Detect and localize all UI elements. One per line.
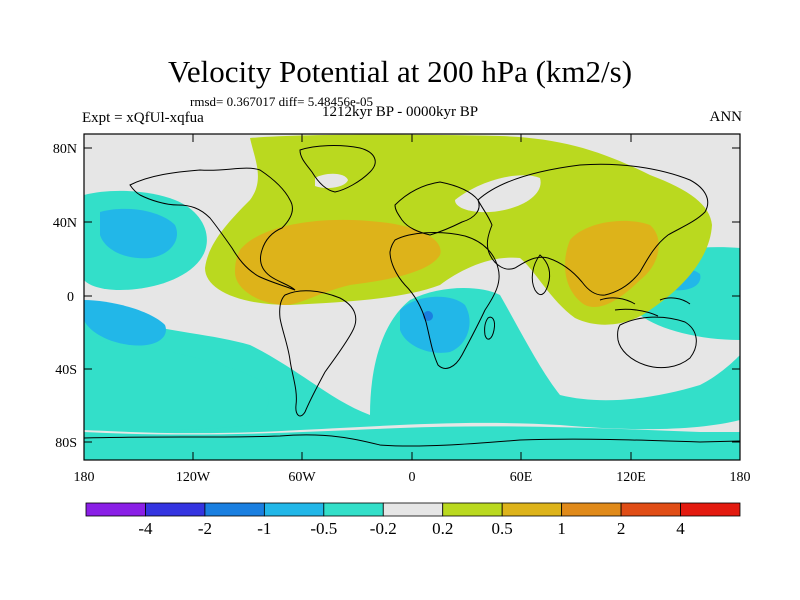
- colorbar-label: -2: [198, 519, 212, 538]
- colorbar-label: -1: [257, 519, 271, 538]
- contour-southern-extension: [84, 340, 269, 431]
- coast-asia: [477, 163, 709, 296]
- experiment-label: Expt = xQfUl-xqfua: [82, 110, 204, 126]
- lon-tick-label: 120E: [616, 470, 646, 485]
- coast-india: [531, 254, 551, 296]
- coast-australia: [617, 316, 697, 369]
- period-label: 1212kyr BP - 0000kyr BP: [322, 104, 479, 120]
- colorbar-swatch: [620, 502, 681, 517]
- lat-tick-label: 80N: [53, 142, 77, 157]
- season-label: ANN: [709, 109, 743, 125]
- contour-antarctic-negative: [84, 426, 740, 460]
- colorbar-label: 0.2: [432, 519, 453, 538]
- coast-south-america: [279, 290, 357, 417]
- coast-north-america: [129, 167, 296, 291]
- coast-indonesia: [599, 297, 691, 317]
- contour-asia-core: [565, 220, 659, 308]
- lat-tick-label: 0: [67, 290, 74, 305]
- colorbar-label: 1: [557, 519, 566, 538]
- colorbar-swatch: [204, 502, 265, 517]
- lon-tick-label: 60W: [288, 470, 316, 485]
- contour-atlantic-core: [235, 219, 441, 305]
- colorbar-label: -4: [138, 519, 153, 538]
- coast-africa: [389, 232, 500, 369]
- colorbar-swatch: [561, 502, 622, 517]
- colorbar-label: -0.2: [370, 519, 397, 538]
- lon-ticks: [192, 134, 632, 460]
- coast-greenland: [299, 145, 376, 193]
- lat-tick-label: 40S: [55, 363, 77, 378]
- contour-east-pacific-core: [100, 208, 178, 259]
- map-title: Velocity Potential at 200 hPa (km2/s): [167, 54, 633, 89]
- coast-antarctica: [84, 434, 740, 447]
- colorbar-swatch: [382, 502, 444, 517]
- coast-europe: [394, 181, 480, 236]
- colorbar-swatch: [145, 502, 206, 517]
- colorbar-swatch: [501, 502, 563, 517]
- colorbar-label: 4: [676, 519, 685, 538]
- contour-field: [84, 134, 740, 460]
- lat-tick-label: 40N: [53, 216, 77, 231]
- lon-tick-label: 180: [74, 470, 95, 485]
- lon-tick-label: 120W: [176, 470, 211, 485]
- contour-south-pacific-core: [84, 300, 166, 346]
- lon-tick-label: 0: [409, 470, 416, 485]
- colorbar-swatch: [680, 502, 741, 517]
- neutral-greenland-gap: [315, 173, 348, 188]
- contour-africa-core: [400, 296, 470, 353]
- colorbar-swatch: [85, 502, 146, 517]
- colorbar: -4 -2 -1 -0.5 -0.2 0.2 0.5 1 2 4: [85, 502, 741, 538]
- lon-tick-label: 180: [730, 470, 751, 485]
- stats-label: rmsd= 0.367017 diff= 5.48456e-05: [190, 94, 374, 109]
- colorbar-swatch: [263, 502, 325, 517]
- coastlines: [84, 145, 740, 447]
- colorbar-label: 0.5: [492, 519, 513, 538]
- lat-tick-label: 80S: [55, 436, 77, 451]
- colorbar-label: -0.5: [310, 519, 337, 538]
- colorbar-label: 2: [617, 519, 626, 538]
- coast-madagascar: [484, 316, 495, 340]
- colorbar-swatch: [323, 502, 384, 517]
- lon-tick-label: 60E: [510, 470, 533, 485]
- neutral-arctic-gap: [455, 175, 541, 213]
- colorbar-swatch: [442, 502, 503, 517]
- contour-africa-peak: [423, 311, 433, 321]
- lat-ticks: [84, 147, 740, 443]
